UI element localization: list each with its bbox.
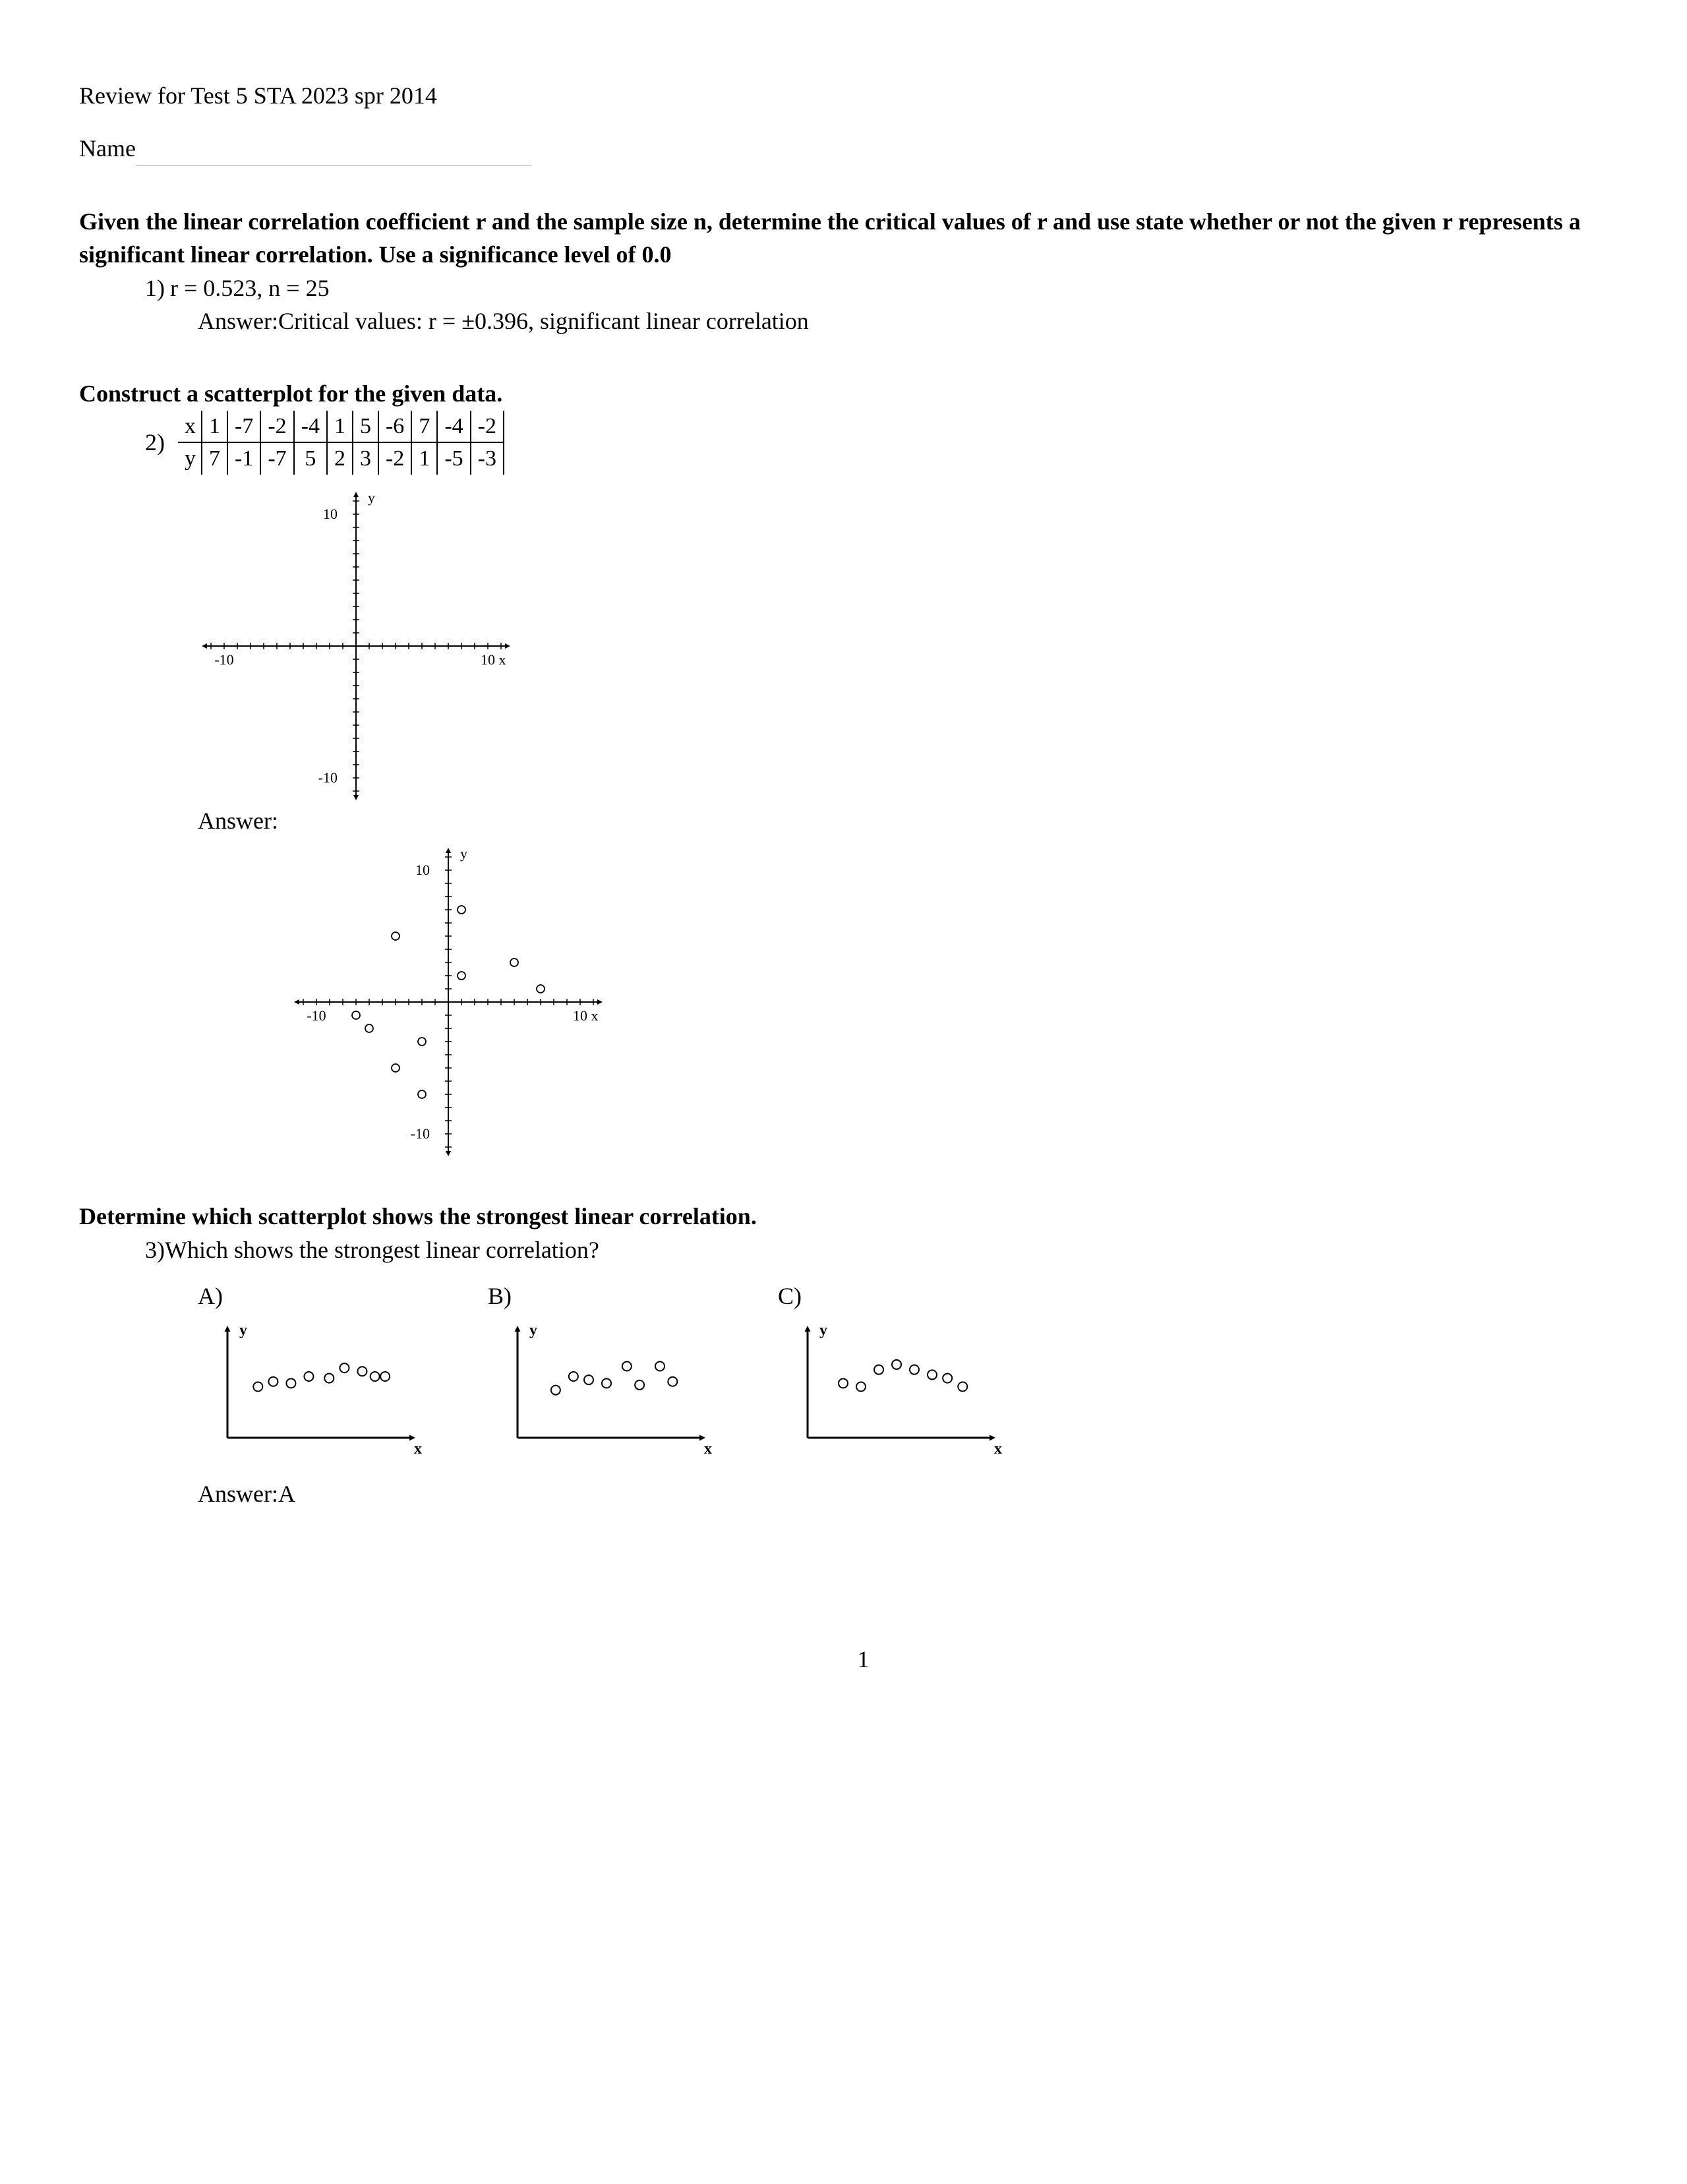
sec1-heading: Given the linear correlation coefficient… xyxy=(79,205,1647,272)
svg-text:y: y xyxy=(819,1322,827,1339)
svg-text:-10: -10 xyxy=(307,1007,326,1024)
svg-text:10: 10 xyxy=(323,506,338,522)
svg-text:y: y xyxy=(529,1322,537,1339)
q1-text: r = 0.523, n = 25 xyxy=(170,272,330,305)
svg-text:x: x xyxy=(591,1007,599,1024)
option-b-label: B) xyxy=(488,1280,712,1313)
svg-text:y: y xyxy=(460,845,467,862)
sec3-heading: Determine which scatterplot shows the st… xyxy=(79,1200,1647,1233)
scatter-option-a: yx xyxy=(198,1319,422,1464)
doc-title: Review for Test 5 STA 2023 spr 2014 xyxy=(79,79,1647,112)
svg-text:x: x xyxy=(704,1440,712,1458)
q1-number: 1) xyxy=(145,272,165,305)
q2-scatter-grid: -1010-1010xy xyxy=(290,844,607,1160)
svg-text:-10: -10 xyxy=(411,1125,430,1142)
svg-text:x: x xyxy=(499,651,506,668)
option-a-label: A) xyxy=(198,1280,422,1313)
q2-data-table: x1-7-2-415-67-4-2y7-1-7523-21-5-3 xyxy=(178,411,504,475)
q3-number: 3) xyxy=(145,1237,165,1263)
q2-number: 2) xyxy=(145,426,165,459)
q3-answer-label: Answer: xyxy=(198,1481,278,1507)
q3-answer: A xyxy=(278,1481,295,1507)
svg-text:x: x xyxy=(994,1440,1002,1458)
svg-text:10: 10 xyxy=(481,651,495,668)
svg-text:-10: -10 xyxy=(214,651,233,668)
svg-text:y: y xyxy=(239,1322,247,1339)
name-label: Name xyxy=(79,135,136,162)
sec2-heading: Construct a scatterplot for the given da… xyxy=(79,377,1647,410)
svg-text:y: y xyxy=(368,489,375,506)
svg-text:x: x xyxy=(414,1440,422,1458)
page-number: 1 xyxy=(79,1643,1647,1676)
q2-empty-grid: -1010-1010xy xyxy=(198,488,514,804)
svg-text:-10: -10 xyxy=(318,769,338,786)
scatter-option-c: yx xyxy=(778,1319,1002,1464)
q1-answer-label: Answer: xyxy=(198,308,278,334)
svg-text:10: 10 xyxy=(573,1007,587,1024)
q1-answer: Critical values: r = ±0.396, significant… xyxy=(278,308,809,334)
scatter-option-b: yx xyxy=(488,1319,712,1464)
q3-text: Which shows the strongest linear correla… xyxy=(165,1237,599,1263)
q2-answer-label: Answer: xyxy=(198,808,278,834)
option-c-label: C) xyxy=(778,1280,1002,1313)
svg-text:10: 10 xyxy=(415,862,430,878)
